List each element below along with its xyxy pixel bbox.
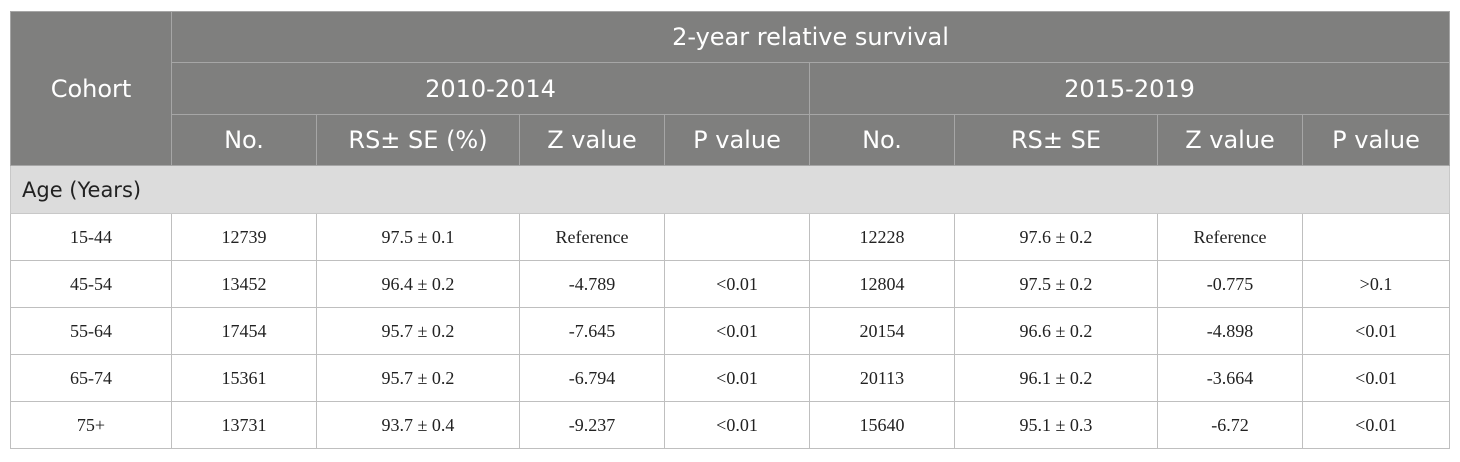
table-header: Cohort 2-year relative survival 2010-201… [10,11,1450,166]
cell-z-value-2: Reference [1157,213,1303,261]
section-row: Age (Years) [10,165,1450,214]
cell-no-2: 15640 [809,401,955,449]
cell-no-2: 20113 [809,354,955,402]
cell-rs-se-2: 96.6 ± 0.2 [954,307,1158,355]
cell-cohort: 75+ [10,401,172,449]
cell-cohort: 15-44 [10,213,172,261]
period-2015-2019-header: 2015-2019 [809,62,1450,115]
cell-rs-se-1: 95.7 ± 0.2 [316,354,520,402]
cell-z-value-2: -4.898 [1157,307,1303,355]
cell-no-2: 20154 [809,307,955,355]
cell-z-value-2: -3.664 [1157,354,1303,402]
table-body: Age (Years) 15-44 12739 97.5 ± 0.1 Refer… [10,165,1450,449]
cell-no-1: 17454 [171,307,317,355]
column-header-no-2: No. [809,114,955,166]
cell-rs-se-1: 96.4 ± 0.2 [316,260,520,308]
cell-p-value-1 [664,213,810,261]
table-row: 15-44 12739 97.5 ± 0.1 Reference 12228 9… [10,213,1450,261]
column-header-z-value-2: Z value [1157,114,1303,166]
cell-p-value-2: <0.01 [1302,307,1450,355]
cell-no-1: 15361 [171,354,317,402]
cell-rs-se-1: 95.7 ± 0.2 [316,307,520,355]
cell-p-value-2 [1302,213,1450,261]
cell-p-value-2: >0.1 [1302,260,1450,308]
cell-rs-se-1: 93.7 ± 0.4 [316,401,520,449]
cell-cohort: 65-74 [10,354,172,402]
column-header-rs-se-1: RS± SE (%) [316,114,520,166]
section-label: Age (Years) [10,165,1450,214]
cell-no-2: 12228 [809,213,955,261]
table-row: 75+ 13731 93.7 ± 0.4 -9.237 <0.01 15640 … [10,401,1450,449]
period-2010-2014-header: 2010-2014 [171,62,810,115]
cell-rs-se-2: 97.6 ± 0.2 [954,213,1158,261]
cell-p-value-2: <0.01 [1302,354,1450,402]
cell-rs-se-2: 97.5 ± 0.2 [954,260,1158,308]
table-row: 55-64 17454 95.7 ± 0.2 -7.645 <0.01 2015… [10,307,1450,355]
cell-no-1: 12739 [171,213,317,261]
cell-z-value-1: -6.794 [519,354,665,402]
table-row: 45-54 13452 96.4 ± 0.2 -4.789 <0.01 1280… [10,260,1450,308]
cell-p-value-1: <0.01 [664,354,810,402]
cell-z-value-2: -0.775 [1157,260,1303,308]
cell-p-value-1: <0.01 [664,260,810,308]
column-header-p-value-1: P value [664,114,810,166]
cell-rs-se-1: 97.5 ± 0.1 [316,213,520,261]
cell-z-value-2: -6.72 [1157,401,1303,449]
cell-rs-se-2: 96.1 ± 0.2 [954,354,1158,402]
table-row: 65-74 15361 95.7 ± 0.2 -6.794 <0.01 2011… [10,354,1450,402]
cell-p-value-2: <0.01 [1302,401,1450,449]
column-header-no-1: No. [171,114,317,166]
cell-cohort: 45-54 [10,260,172,308]
cell-z-value-1: -7.645 [519,307,665,355]
cell-rs-se-2: 95.1 ± 0.3 [954,401,1158,449]
cell-z-value-1: -9.237 [519,401,665,449]
survival-table: Cohort 2-year relative survival 2010-201… [10,11,1450,449]
cohort-header: Cohort [10,11,172,166]
cell-no-1: 13452 [171,260,317,308]
column-header-rs-se-2: RS± SE [954,114,1158,166]
cell-no-1: 13731 [171,401,317,449]
table-title-header: 2-year relative survival [171,11,1450,63]
cell-no-2: 12804 [809,260,955,308]
cell-z-value-1: -4.789 [519,260,665,308]
cell-p-value-1: <0.01 [664,401,810,449]
cell-cohort: 55-64 [10,307,172,355]
column-header-p-value-2: P value [1302,114,1450,166]
cell-z-value-1: Reference [519,213,665,261]
column-header-z-value-1: Z value [519,114,665,166]
cell-p-value-1: <0.01 [664,307,810,355]
